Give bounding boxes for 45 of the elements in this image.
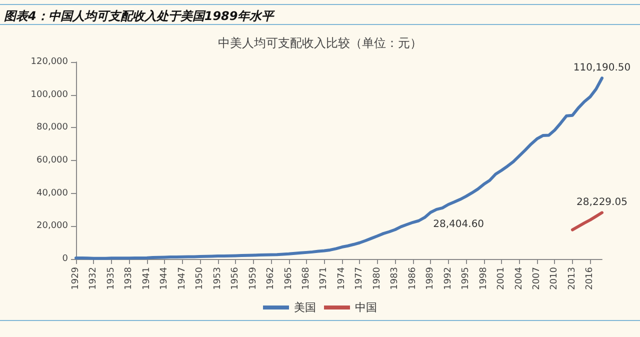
y-tick-label: 40,000 <box>36 188 68 198</box>
y-tick-label: 80,000 <box>36 122 68 133</box>
x-tick-label: 1929 <box>71 266 81 290</box>
legend-label: 中国 <box>355 301 377 314</box>
y-tick-label: 0 <box>62 254 68 264</box>
x-tick-label: 1977 <box>354 267 365 290</box>
x-tick-label: 1962 <box>266 267 276 290</box>
x-tick-label: 1980 <box>372 266 382 290</box>
x-tick-label: 1965 <box>284 267 294 290</box>
x-tick-label: 2010 <box>550 266 560 290</box>
x-tick-label: 1992 <box>443 267 454 290</box>
data-label: 28,404.60 <box>433 218 484 230</box>
x-tick-label: 2007 <box>532 267 542 290</box>
data-label: 110,190.50 <box>573 62 631 74</box>
x-tick-label: 1986 <box>408 266 418 290</box>
y-tick-label: 100,000 <box>30 90 68 100</box>
x-tick-label: 2001 <box>496 267 507 290</box>
x-tick-label: 1983 <box>390 267 400 290</box>
x-tick-label: 1944 <box>160 266 170 290</box>
data-label: 28,229.05 <box>576 197 628 208</box>
x-tick-label: 2004 <box>514 266 524 290</box>
x-tick-label: 1953 <box>212 267 223 290</box>
x-tick-label: 1935 <box>106 267 116 290</box>
y-tick-label: 60,000 <box>36 156 68 166</box>
y-tick-label: 120,000 <box>30 57 68 67</box>
x-tick-label: 1941 <box>142 267 152 290</box>
chart-title: 图表4：中国人均可支配收入处于美国1989年水平 <box>4 8 274 25</box>
x-tick-label: 1956 <box>230 266 241 290</box>
x-tick-label: 1995 <box>461 267 472 290</box>
chart-subtitle: 中美人均可支配收入比较（单位：元） <box>218 36 422 50</box>
x-tick-label: 1938 <box>124 266 134 290</box>
x-tick-label: 1968 <box>301 266 312 290</box>
legend-label: 美国 <box>294 301 316 314</box>
x-tick-label: 1947 <box>177 267 188 290</box>
x-tick-label: 2016 <box>585 266 596 290</box>
x-tick-label: 1950 <box>195 266 206 290</box>
y-tick-label: 20,000 <box>36 221 68 232</box>
x-tick-label: 2013 <box>567 267 578 290</box>
x-tick-label: 1971 <box>319 267 330 290</box>
x-tick-label: 1959 <box>248 266 258 290</box>
x-tick-label: 1989 <box>426 266 436 290</box>
line-series <box>570 211 604 232</box>
x-tick-label: 1932 <box>88 267 99 290</box>
x-tick-label: 1974 <box>336 266 347 290</box>
x-tick-label: 1998 <box>478 266 489 290</box>
